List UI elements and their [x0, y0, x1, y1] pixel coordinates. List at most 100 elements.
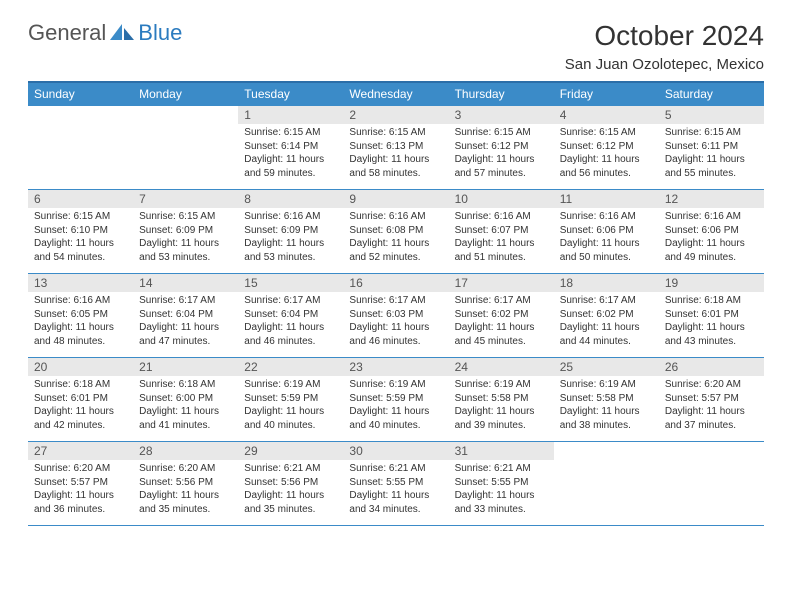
day-content: Sunrise: 6:18 AMSunset: 6:00 PMDaylight:… [133, 376, 238, 436]
day-number: 7 [133, 190, 238, 208]
day-content: Sunrise: 6:16 AMSunset: 6:06 PMDaylight:… [554, 208, 659, 268]
day-number: 24 [449, 358, 554, 376]
title-block: October 2024 San Juan Ozolotepec, Mexico [565, 20, 764, 73]
day-number: 2 [343, 106, 448, 124]
calendar-day-cell: 16Sunrise: 6:17 AMSunset: 6:03 PMDayligh… [343, 274, 448, 358]
calendar-day-cell: 21Sunrise: 6:18 AMSunset: 6:00 PMDayligh… [133, 358, 238, 442]
calendar-day-cell: 4Sunrise: 6:15 AMSunset: 6:12 PMDaylight… [554, 106, 659, 190]
weekday-header: Thursday [449, 82, 554, 106]
day-number: 17 [449, 274, 554, 292]
calendar-week-row: 1Sunrise: 6:15 AMSunset: 6:14 PMDaylight… [28, 106, 764, 190]
weekday-header: Sunday [28, 82, 133, 106]
calendar-day-cell: 1Sunrise: 6:15 AMSunset: 6:14 PMDaylight… [238, 106, 343, 190]
calendar-day-cell: 17Sunrise: 6:17 AMSunset: 6:02 PMDayligh… [449, 274, 554, 358]
day-content: Sunrise: 6:17 AMSunset: 6:02 PMDaylight:… [449, 292, 554, 352]
day-content: Sunrise: 6:15 AMSunset: 6:11 PMDaylight:… [659, 124, 764, 184]
calendar-day-cell: 18Sunrise: 6:17 AMSunset: 6:02 PMDayligh… [554, 274, 659, 358]
calendar-day-cell: 6Sunrise: 6:15 AMSunset: 6:10 PMDaylight… [28, 190, 133, 274]
day-content: Sunrise: 6:16 AMSunset: 6:06 PMDaylight:… [659, 208, 764, 268]
day-content: Sunrise: 6:21 AMSunset: 5:55 PMDaylight:… [343, 460, 448, 520]
day-content: Sunrise: 6:19 AMSunset: 5:59 PMDaylight:… [343, 376, 448, 436]
weekday-header: Tuesday [238, 82, 343, 106]
day-number: 19 [659, 274, 764, 292]
day-number: 14 [133, 274, 238, 292]
calendar-day-cell: 12Sunrise: 6:16 AMSunset: 6:06 PMDayligh… [659, 190, 764, 274]
day-number: 6 [28, 190, 133, 208]
day-content: Sunrise: 6:19 AMSunset: 5:58 PMDaylight:… [449, 376, 554, 436]
calendar-day-cell: 28Sunrise: 6:20 AMSunset: 5:56 PMDayligh… [133, 442, 238, 526]
calendar-day-cell: 30Sunrise: 6:21 AMSunset: 5:55 PMDayligh… [343, 442, 448, 526]
day-number: 25 [554, 358, 659, 376]
calendar-day-cell: 10Sunrise: 6:16 AMSunset: 6:07 PMDayligh… [449, 190, 554, 274]
calendar-body: 1Sunrise: 6:15 AMSunset: 6:14 PMDaylight… [28, 106, 764, 526]
day-number: 12 [659, 190, 764, 208]
location-text: San Juan Ozolotepec, Mexico [565, 56, 764, 73]
calendar-empty-cell [133, 106, 238, 190]
weekday-header: Friday [554, 82, 659, 106]
day-number: 23 [343, 358, 448, 376]
calendar-empty-cell [554, 442, 659, 526]
day-content: Sunrise: 6:16 AMSunset: 6:08 PMDaylight:… [343, 208, 448, 268]
calendar-empty-cell [28, 106, 133, 190]
day-number: 18 [554, 274, 659, 292]
day-content: Sunrise: 6:15 AMSunset: 6:14 PMDaylight:… [238, 124, 343, 184]
calendar-day-cell: 7Sunrise: 6:15 AMSunset: 6:09 PMDaylight… [133, 190, 238, 274]
calendar-week-row: 13Sunrise: 6:16 AMSunset: 6:05 PMDayligh… [28, 274, 764, 358]
day-number: 26 [659, 358, 764, 376]
day-number: 21 [133, 358, 238, 376]
day-content: Sunrise: 6:20 AMSunset: 5:57 PMDaylight:… [28, 460, 133, 520]
day-content: Sunrise: 6:18 AMSunset: 6:01 PMDaylight:… [28, 376, 133, 436]
calendar-day-cell: 22Sunrise: 6:19 AMSunset: 5:59 PMDayligh… [238, 358, 343, 442]
brand-part2: Blue [138, 20, 182, 46]
day-content: Sunrise: 6:21 AMSunset: 5:56 PMDaylight:… [238, 460, 343, 520]
day-content: Sunrise: 6:18 AMSunset: 6:01 PMDaylight:… [659, 292, 764, 352]
day-content: Sunrise: 6:16 AMSunset: 6:09 PMDaylight:… [238, 208, 343, 268]
weekday-header-row: SundayMondayTuesdayWednesdayThursdayFrid… [28, 82, 764, 106]
day-number: 11 [554, 190, 659, 208]
day-number: 27 [28, 442, 133, 460]
day-number: 29 [238, 442, 343, 460]
calendar-day-cell: 26Sunrise: 6:20 AMSunset: 5:57 PMDayligh… [659, 358, 764, 442]
calendar-day-cell: 14Sunrise: 6:17 AMSunset: 6:04 PMDayligh… [133, 274, 238, 358]
calendar-day-cell: 9Sunrise: 6:16 AMSunset: 6:08 PMDaylight… [343, 190, 448, 274]
day-number: 20 [28, 358, 133, 376]
day-content: Sunrise: 6:16 AMSunset: 6:05 PMDaylight:… [28, 292, 133, 352]
calendar-day-cell: 2Sunrise: 6:15 AMSunset: 6:13 PMDaylight… [343, 106, 448, 190]
day-content: Sunrise: 6:16 AMSunset: 6:07 PMDaylight:… [449, 208, 554, 268]
day-number: 31 [449, 442, 554, 460]
brand-part1: General [28, 20, 106, 46]
page-header: General Blue October 2024 San Juan Ozolo… [28, 20, 764, 73]
calendar-day-cell: 19Sunrise: 6:18 AMSunset: 6:01 PMDayligh… [659, 274, 764, 358]
day-content: Sunrise: 6:15 AMSunset: 6:09 PMDaylight:… [133, 208, 238, 268]
day-content: Sunrise: 6:17 AMSunset: 6:03 PMDaylight:… [343, 292, 448, 352]
day-content: Sunrise: 6:15 AMSunset: 6:10 PMDaylight:… [28, 208, 133, 268]
month-title: October 2024 [565, 20, 764, 52]
day-content: Sunrise: 6:17 AMSunset: 6:02 PMDaylight:… [554, 292, 659, 352]
day-number: 5 [659, 106, 764, 124]
day-number: 30 [343, 442, 448, 460]
day-content: Sunrise: 6:19 AMSunset: 5:58 PMDaylight:… [554, 376, 659, 436]
calendar-day-cell: 5Sunrise: 6:15 AMSunset: 6:11 PMDaylight… [659, 106, 764, 190]
calendar-day-cell: 29Sunrise: 6:21 AMSunset: 5:56 PMDayligh… [238, 442, 343, 526]
calendar-day-cell: 23Sunrise: 6:19 AMSunset: 5:59 PMDayligh… [343, 358, 448, 442]
day-number: 3 [449, 106, 554, 124]
calendar-day-cell: 11Sunrise: 6:16 AMSunset: 6:06 PMDayligh… [554, 190, 659, 274]
day-number: 8 [238, 190, 343, 208]
weekday-header: Monday [133, 82, 238, 106]
calendar-week-row: 27Sunrise: 6:20 AMSunset: 5:57 PMDayligh… [28, 442, 764, 526]
calendar-day-cell: 15Sunrise: 6:17 AMSunset: 6:04 PMDayligh… [238, 274, 343, 358]
day-number: 9 [343, 190, 448, 208]
calendar-week-row: 6Sunrise: 6:15 AMSunset: 6:10 PMDaylight… [28, 190, 764, 274]
day-number: 28 [133, 442, 238, 460]
weekday-header: Wednesday [343, 82, 448, 106]
sail-icon [110, 24, 136, 42]
day-content: Sunrise: 6:21 AMSunset: 5:55 PMDaylight:… [449, 460, 554, 520]
day-content: Sunrise: 6:20 AMSunset: 5:56 PMDaylight:… [133, 460, 238, 520]
calendar-day-cell: 27Sunrise: 6:20 AMSunset: 5:57 PMDayligh… [28, 442, 133, 526]
day-content: Sunrise: 6:15 AMSunset: 6:13 PMDaylight:… [343, 124, 448, 184]
brand-logo: General Blue [28, 20, 182, 46]
calendar-day-cell: 13Sunrise: 6:16 AMSunset: 6:05 PMDayligh… [28, 274, 133, 358]
calendar-day-cell: 3Sunrise: 6:15 AMSunset: 6:12 PMDaylight… [449, 106, 554, 190]
day-number: 1 [238, 106, 343, 124]
weekday-header: Saturday [659, 82, 764, 106]
